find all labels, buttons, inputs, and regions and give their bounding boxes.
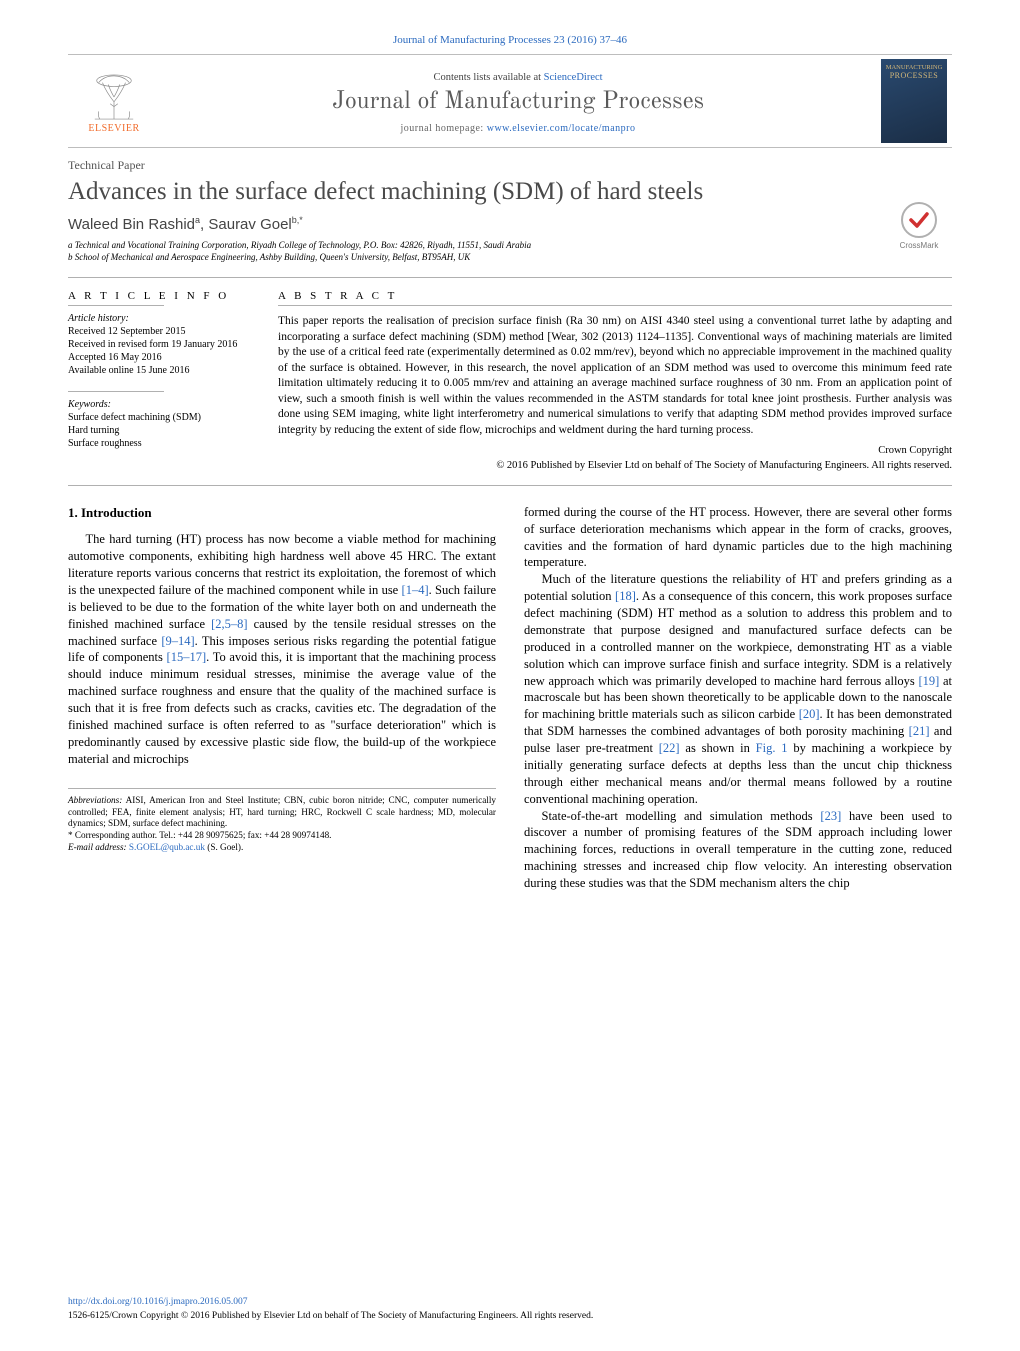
crossmark-icon[interactable]: CrossMark: [888, 198, 950, 260]
abbrev-text: AISI, American Iron and Steel Institute;…: [68, 795, 496, 829]
journal-homepage-line: journal homepage: www.elsevier.com/locat…: [401, 123, 636, 134]
ref-19[interactable]: [19]: [918, 674, 939, 688]
keyword-1: Surface defect machining (SDM): [68, 411, 264, 424]
history-revised: Received in revised form 19 January 2016: [68, 338, 264, 351]
bottom-strip: http://dx.doi.org/10.1016/j.jmapro.2016.…: [68, 1296, 952, 1323]
affiliation-b: b School of Mechanical and Aerospace Eng…: [68, 251, 952, 263]
copyright-block: Crown Copyright © 2016 Published by Else…: [278, 444, 952, 472]
history-received: Received 12 September 2015: [68, 325, 264, 338]
running-header: Journal of Manufacturing Processes 23 (2…: [68, 34, 952, 46]
journal-title-block: Contents lists available at ScienceDirec…: [160, 55, 876, 147]
ref-21[interactable]: [21]: [909, 724, 930, 738]
cover-text-line2: PROCESSES: [890, 71, 939, 80]
affiliation-a: a Technical and Vocational Training Corp…: [68, 239, 952, 251]
ref-18[interactable]: [18]: [615, 589, 636, 603]
keyword-3: Surface roughness: [68, 437, 264, 450]
body-column-left: 1. Introduction The hard turning (HT) pr…: [68, 504, 496, 892]
cover-text-line1: MANUFACTURING: [886, 64, 943, 71]
history-accepted: Accepted 16 May 2016: [68, 351, 264, 364]
abstract-bottom-rule: [68, 485, 952, 486]
abbrev-label: Abbreviations:: [68, 795, 122, 805]
homepage-link[interactable]: www.elsevier.com/locate/manpro: [487, 123, 636, 134]
body-columns: 1. Introduction The hard turning (HT) pr…: [68, 504, 952, 892]
publisher-name: ELSEVIER: [88, 123, 139, 134]
journal-header: ELSEVIER Contents lists available at Sci…: [68, 54, 952, 148]
author-2-name: Saurav Goel: [208, 216, 291, 233]
history-label: Article history:: [68, 312, 264, 325]
author-1-name: Waleed Bin Rashid: [68, 216, 195, 233]
ref-23[interactable]: [23]: [820, 809, 841, 823]
issn-copyright: 1526-6125/Crown Copyright © 2016 Publish…: [68, 1311, 593, 1321]
abstract-rule: [278, 305, 952, 306]
article-info-column: A R T I C L E I N F O Article history: R…: [68, 278, 278, 484]
history-online: Available online 15 June 2016: [68, 364, 264, 377]
body-column-right: formed during the course of the HT proce…: [524, 504, 952, 892]
ref-9-14[interactable]: [9–14]: [161, 634, 194, 648]
svg-text:CrossMark: CrossMark: [900, 241, 940, 250]
ref-22[interactable]: [22]: [659, 741, 680, 755]
affiliations: a Technical and Vocational Training Corp…: [68, 239, 952, 263]
ref-20[interactable]: [20]: [799, 707, 820, 721]
keyword-2: Hard turning: [68, 424, 264, 437]
email-label: E-mail address:: [68, 842, 129, 852]
history-block: Article history: Received 12 September 2…: [68, 312, 264, 377]
doi-link[interactable]: http://dx.doi.org/10.1016/j.jmapro.2016.…: [68, 1297, 248, 1307]
ref-2-5-8[interactable]: [2,5–8]: [211, 617, 247, 631]
journal-title: Journal of Manufacturing Processes: [332, 87, 704, 117]
article-title: Advances in the surface defect machining…: [68, 177, 952, 207]
info-abstract-row: A R T I C L E I N F O Article history: R…: [68, 277, 952, 484]
intro-paragraph-2: Much of the literature questions the rel…: [524, 571, 952, 807]
fig-1-link[interactable]: Fig. 1: [756, 741, 788, 755]
article-type: Technical Paper: [68, 158, 952, 173]
keywords-label: Keywords:: [68, 398, 264, 411]
intro-paragraph-3: State-of-the-art modelling and simulatio…: [524, 808, 952, 892]
keywords-block: Keywords: Surface defect machining (SDM)…: [68, 398, 264, 450]
email-link[interactable]: S.GOEL@qub.ac.uk: [129, 842, 205, 852]
publisher-logo: ELSEVIER: [68, 55, 160, 147]
copyright-line-1: Crown Copyright: [278, 444, 952, 458]
info-rule: [68, 305, 164, 306]
abstract-text: This paper reports the realisation of pr…: [278, 314, 952, 438]
intro-paragraph-1: The hard turning (HT) process has now be…: [68, 531, 496, 767]
ref-15-17[interactable]: [15–17]: [167, 650, 207, 664]
section-1-heading: 1. Introduction: [68, 504, 496, 522]
email-line: E-mail address: S.GOEL@qub.ac.uk (S. Goe…: [68, 842, 496, 854]
article-info-heading: A R T I C L E I N F O: [68, 290, 264, 302]
authors: Waleed Bin Rashida, Saurav Goelb,*: [68, 215, 952, 233]
abstract-heading: A B S T R A C T: [278, 290, 952, 302]
corresponding-author: * Corresponding author. Tel.: +44 28 909…: [68, 830, 496, 842]
lists-prefix: Contents lists available at: [433, 72, 543, 83]
copyright-line-2: © 2016 Published by Elsevier Ltd on beha…: [278, 459, 952, 473]
lists-available-line: Contents lists available at ScienceDirec…: [433, 72, 602, 83]
author-1-sup: a: [195, 215, 200, 225]
intro-paragraph-1-cont: formed during the course of the HT proce…: [524, 504, 952, 572]
abstract-column: A B S T R A C T This paper reports the r…: [278, 278, 952, 484]
sciencedirect-link[interactable]: ScienceDirect: [544, 72, 603, 83]
journal-cover: MANUFACTURING PROCESSES: [876, 55, 952, 147]
footnotes: Abbreviations: AISI, American Iron and S…: [68, 788, 496, 855]
author-2-sup: b,*: [292, 215, 303, 225]
homepage-prefix: journal homepage:: [401, 123, 487, 134]
elsevier-tree-icon: [85, 73, 143, 121]
email-tail: (S. Goel).: [205, 842, 243, 852]
ref-1-4[interactable]: [1–4]: [402, 583, 429, 597]
abbreviations-line: Abbreviations: AISI, American Iron and S…: [68, 795, 496, 831]
journal-cover-image: MANUFACTURING PROCESSES: [881, 59, 947, 143]
info-rule-2: [68, 391, 164, 392]
